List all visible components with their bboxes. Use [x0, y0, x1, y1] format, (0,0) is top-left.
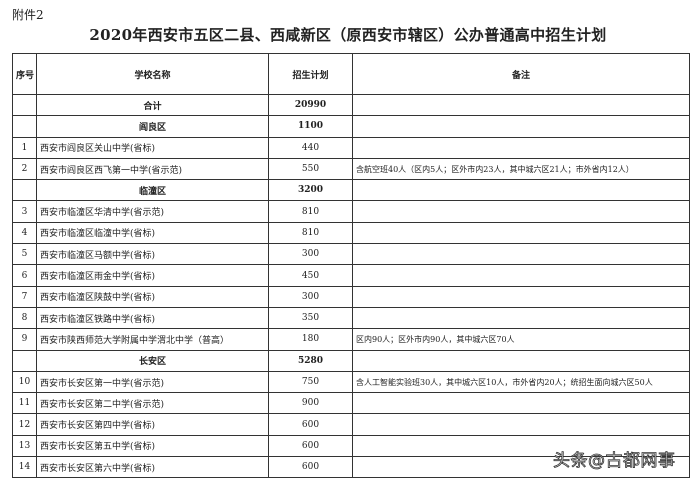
table-row: 4 西安市临潼区临潼中学(省标) 810 — [12, 221, 690, 245]
total-row: 合计 20990 — [12, 93, 690, 117]
school-name: 西安市临潼区陕鼓中学(省标) — [36, 285, 269, 308]
table-row: 2 西安市阎良区西飞第一中学(省示范) 550 含航空班40人（区内5人；区外市内23… — [12, 157, 690, 181]
enrollment-plan: 300 — [268, 243, 353, 266]
enrollment-plan: 20990 — [268, 93, 353, 117]
district-row: 长安区 5280 — [12, 349, 690, 372]
school-name: 临潼区 — [36, 179, 269, 202]
enrollment-plan: 300 — [268, 285, 353, 308]
enrollment-plan: 440 — [268, 136, 353, 159]
remark — [352, 136, 690, 159]
row-number — [12, 115, 37, 138]
enrollment-plan: 350 — [268, 306, 353, 330]
remark — [352, 179, 690, 202]
remark — [352, 285, 690, 308]
row-number: 9 — [12, 328, 37, 351]
school-name: 西安市阎良区关山中学(省标) — [36, 136, 269, 159]
row-number: 5 — [12, 243, 37, 266]
school-name: 西安市长安区第五中学(省标) — [36, 434, 269, 458]
row-number: 11 — [12, 392, 37, 415]
enrollment-plan: 600 — [268, 434, 353, 458]
row-number — [12, 349, 37, 372]
row-number: 3 — [12, 200, 37, 223]
remark: 含航空班40人（区内5人；区外市内23人，其中城六区21人；市外省内12人） — [352, 157, 690, 181]
enrollment-plan: 750 — [268, 370, 353, 394]
school-name: 西安市长安区第二中学(省示范) — [36, 392, 269, 415]
enrollment-plan: 900 — [268, 392, 353, 415]
enrollment-plan-table: 序号 学校名称 招生计划 备注 合计 20990 阎良区 1100 1 西安市阎良区关山中… — [12, 53, 690, 479]
row-number: 8 — [12, 306, 37, 330]
remark — [352, 115, 690, 138]
header-note: 备注 — [352, 53, 690, 95]
row-number: 12 — [12, 413, 37, 436]
school-name: 西安市阎良区西飞第一中学(省示范) — [36, 157, 269, 181]
remark: 含人工智能实验班30人，其中城六区10人，市外省内20人；统招生面向城六区50人 — [352, 370, 690, 394]
remark — [352, 392, 690, 415]
table-row: 12 西安市长安区第四中学(省标) 600 — [12, 413, 690, 436]
remark — [352, 243, 690, 266]
remark: 区内90人；区外市内90人，其中城六区70人 — [352, 328, 690, 351]
attachment-label: 附件2 — [12, 8, 44, 22]
row-number: 14 — [12, 456, 37, 479]
school-name: 西安市临潼区马额中学(省标) — [36, 243, 269, 266]
school-name: 西安市临潼区华清中学(省示范) — [36, 200, 269, 223]
remark — [352, 413, 690, 436]
row-number: 10 — [12, 370, 37, 394]
enrollment-plan: 5280 — [268, 349, 353, 372]
enrollment-plan: 810 — [268, 221, 353, 245]
row-number — [12, 179, 37, 202]
remark — [352, 456, 690, 479]
school-name: 西安市长安区第六中学(省标) — [36, 456, 269, 479]
header-school: 学校名称 — [36, 53, 269, 95]
school-name: 西安市临潼区临潼中学(省标) — [36, 221, 269, 245]
watermark: 头条@古都网事 — [553, 451, 676, 472]
remark — [352, 349, 690, 372]
enrollment-plan: 450 — [268, 264, 353, 287]
school-name: 合计 — [36, 93, 269, 117]
enrollment-plan: 1100 — [268, 115, 353, 138]
document-title: 2020年西安市五区二县、西咸新区（原西安市辖区）公办普通高中招生计划 — [89, 26, 607, 44]
table-row: 6 西安市临潼区雨金中学(省标) 450 — [12, 264, 690, 287]
remark — [352, 221, 690, 245]
school-name: 西安市长安区第一中学(省示范) — [36, 370, 269, 394]
table-row: 11 西安市长安区第二中学(省示范) 900 — [12, 392, 690, 415]
row-number: 2 — [12, 157, 37, 181]
remark — [352, 306, 690, 330]
remark — [352, 93, 690, 117]
district-row: 临潼区 3200 — [12, 179, 690, 202]
remark — [352, 200, 690, 223]
school-name: 长安区 — [36, 349, 269, 372]
row-number: 4 — [12, 221, 37, 245]
district-row: 阎良区 1100 — [12, 115, 690, 138]
header-plan: 招生计划 — [268, 53, 353, 95]
row-number — [12, 93, 37, 117]
table-row: 13 西安市长安区第五中学(省标) 600 — [12, 434, 690, 458]
table-row: 10 西安市长安区第一中学(省示范) 750 含人工智能实验班30人，其中城六区10人… — [12, 370, 690, 394]
row-number: 13 — [12, 434, 37, 458]
table-row: 14 西安市长安区第六中学(省标) 600 — [12, 456, 690, 479]
school-name: 阎良区 — [36, 115, 269, 138]
enrollment-plan: 180 — [268, 328, 353, 351]
school-name: 西安市临潼区雨金中学(省标) — [36, 264, 269, 287]
school-name: 西安市陕西师范大学附属中学渭北中学（普高） — [36, 328, 269, 351]
enrollment-plan: 3200 — [268, 179, 353, 202]
school-name: 西安市临潼区铁路中学(省标) — [36, 306, 269, 330]
enrollment-plan: 600 — [268, 413, 353, 436]
school-name: 西安市长安区第四中学(省标) — [36, 413, 269, 436]
table-row: 1 西安市阎良区关山中学(省标) 440 — [12, 136, 690, 159]
remark — [352, 264, 690, 287]
enrollment-plan: 810 — [268, 200, 353, 223]
row-number: 6 — [12, 264, 37, 287]
table-row: 9 西安市陕西师范大学附属中学渭北中学（普高） 180 区内90人；区外市内90人，其… — [12, 328, 690, 351]
row-number: 1 — [12, 136, 37, 159]
table-header-row: 序号 学校名称 招生计划 备注 — [12, 53, 690, 95]
table-row: 8 西安市临潼区铁路中学(省标) 350 — [12, 306, 690, 330]
table-row: 5 西安市临潼区马额中学(省标) 300 — [12, 243, 690, 266]
header-no: 序号 — [12, 53, 37, 95]
row-number: 7 — [12, 285, 37, 308]
enrollment-plan: 600 — [268, 456, 353, 479]
table-row: 3 西安市临潼区华清中学(省示范) 810 — [12, 200, 690, 223]
table-row: 7 西安市临潼区陕鼓中学(省标) 300 — [12, 285, 690, 308]
enrollment-plan: 550 — [268, 157, 353, 181]
